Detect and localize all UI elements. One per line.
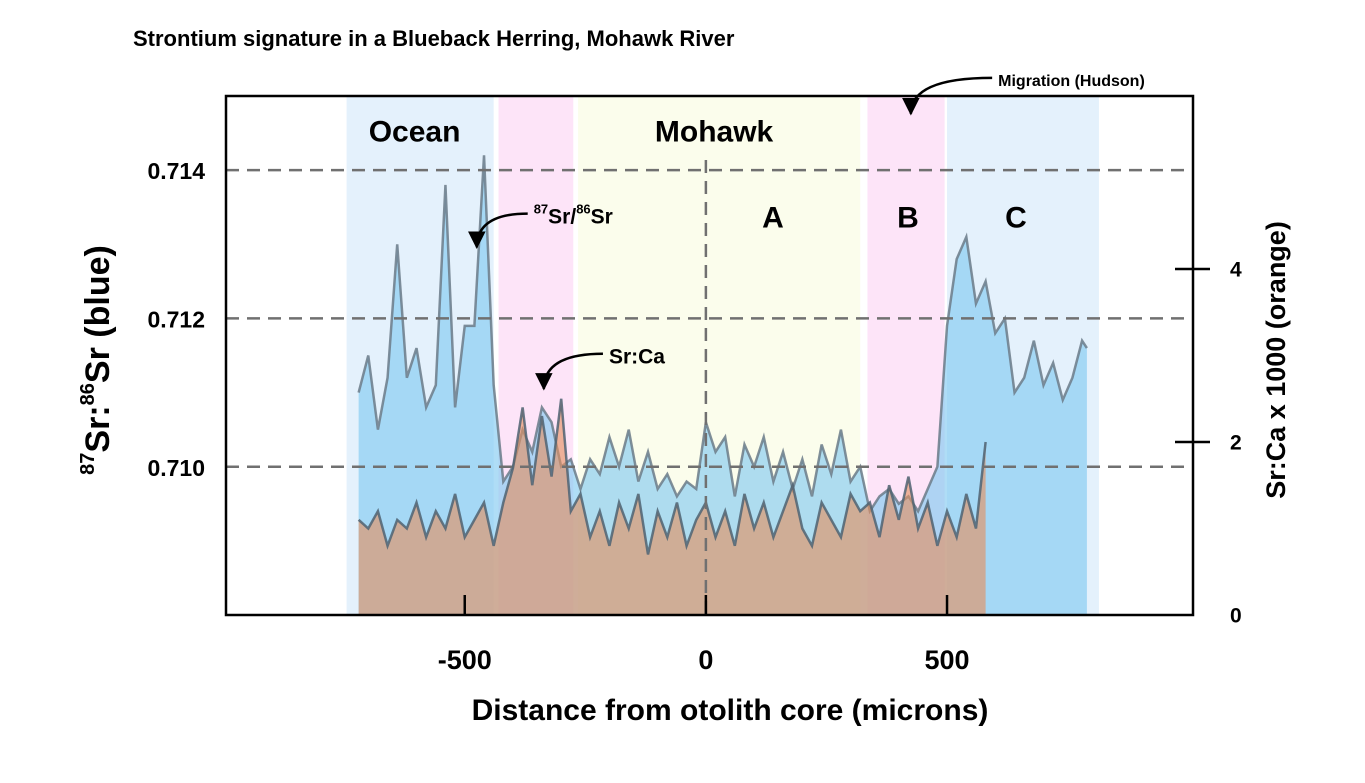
text-part: 87 [77, 453, 99, 475]
x-axis-title: Distance from otolith core (microns) [472, 694, 989, 727]
chart-title: Strontium signature in a Blueback Herrin… [133, 26, 735, 51]
annotation: 87Sr/86Sr [534, 202, 613, 229]
y2-tick-label: 2 [1230, 432, 1242, 455]
text-part: 86 [576, 202, 590, 217]
text-part: 86 [77, 383, 99, 405]
annotation: Migration (Hudson) [998, 73, 1145, 90]
annotation-arrow [468, 212, 528, 250]
y-tick-label: 0.714 [147, 158, 205, 184]
text-part: Sr/ [548, 205, 576, 228]
text-part: Sr (blue) [79, 245, 117, 383]
y-axis-title: 87Sr:86Sr (blue) [77, 245, 117, 475]
y2-axis-title: Sr:Ca x 1000 (orange) [1261, 221, 1291, 499]
series-line [357, 155, 1088, 515]
region-label: C [1005, 202, 1027, 235]
region-label: A [762, 202, 784, 235]
text-part: 87 [534, 202, 548, 217]
text-part: Sr: [79, 405, 117, 452]
region-label: Mohawk [655, 116, 774, 149]
text-part: Migration (Hudson) [998, 73, 1145, 90]
y-tick-label: 0.710 [147, 455, 205, 481]
x-tick-label: 500 [924, 645, 969, 675]
plot-frame [224, 94, 1195, 617]
annotation: Sr:Ca [609, 345, 665, 368]
y-tick-label: 0.712 [147, 307, 205, 333]
region-label: Ocean [369, 116, 461, 149]
series-line [357, 398, 987, 555]
annotation-arrow [535, 352, 603, 391]
region-label: B [897, 202, 919, 235]
x-tick-label: 0 [698, 645, 713, 675]
x-tick-label: -500 [438, 645, 492, 675]
annotation-arrow [902, 76, 993, 116]
y2-tick-label: 0 [1230, 605, 1242, 628]
y2-tick-label: 4 [1230, 259, 1242, 282]
text-part: Sr [591, 205, 613, 228]
text-part: Sr:Ca [609, 345, 665, 368]
